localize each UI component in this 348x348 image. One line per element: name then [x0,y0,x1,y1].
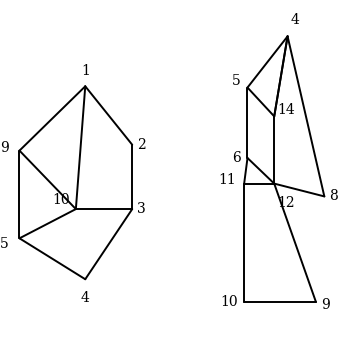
Text: 5: 5 [232,74,241,88]
Text: 8: 8 [329,189,338,204]
Text: 4: 4 [291,13,300,27]
Text: 9: 9 [321,298,330,312]
Text: 4: 4 [81,291,90,305]
Text: 14: 14 [278,103,295,117]
Text: 10: 10 [220,295,237,309]
Text: 12: 12 [278,196,295,211]
Text: 6: 6 [232,151,241,165]
Text: 9: 9 [0,141,8,155]
Text: 2: 2 [137,138,146,152]
Text: 11: 11 [218,173,236,188]
Text: 1: 1 [81,64,90,78]
Text: 5: 5 [0,237,8,251]
Text: 10: 10 [52,193,70,207]
Text: 3: 3 [137,202,146,216]
